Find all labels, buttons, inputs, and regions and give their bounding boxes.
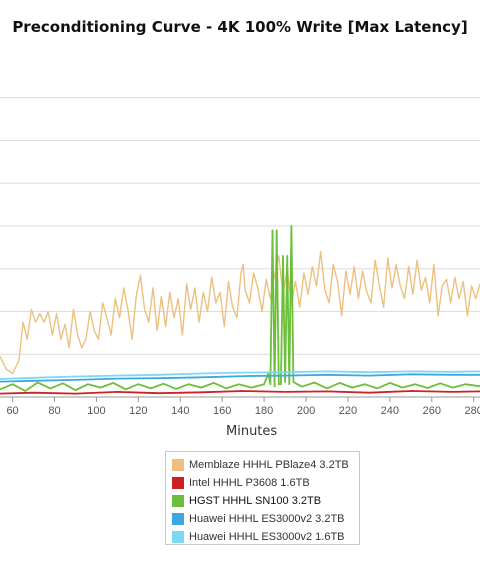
legend-item-2: HGST HHHL SN100 3.2TB: [172, 492, 359, 510]
x-axis-label: Minutes: [226, 424, 278, 439]
legend-label-4: Huawei HHHL ES3000v2 1.6TB: [189, 531, 345, 543]
series-line-0: [0, 250, 480, 375]
legend-item-1: Intel HHHL P3608 1.6TB: [172, 474, 359, 492]
series-line-4: [0, 370, 480, 380]
legend-item-4: Huawei HHHL ES3000v2 1.6TB: [172, 528, 359, 546]
legend-swatch-4: [172, 531, 184, 543]
legend-label-0: Memblaze HHHL PBlaze4 3.2TB: [189, 459, 349, 471]
x-tick-label-180: 180: [255, 405, 273, 417]
x-tick-label-60: 60: [6, 405, 18, 417]
series-line-3: [0, 373, 480, 383]
x-tick-label-260: 260: [423, 405, 441, 417]
x-tick-label-240: 240: [381, 405, 399, 417]
x-tick-label-140: 140: [171, 405, 189, 417]
x-tick-label-220: 220: [339, 405, 357, 417]
grid-lines: [0, 97, 480, 355]
legend-swatch-2: [172, 495, 184, 507]
series-line-2: [0, 225, 480, 392]
legend-swatch-0: [172, 459, 184, 471]
legend-item-0: Memblaze HHHL PBlaze4 3.2TB: [172, 456, 359, 474]
x-tick-label-100: 100: [87, 405, 105, 417]
x-tick-label-80: 80: [48, 405, 60, 417]
legend-label-1: Intel HHHL P3608 1.6TB: [189, 477, 310, 489]
x-tick-label-200: 200: [297, 405, 315, 417]
chart-title: Preconditioning Curve - 4K 100% Write [M…: [12, 18, 468, 36]
x-tick-label-120: 120: [129, 405, 147, 417]
x-tick-label-160: 160: [213, 405, 231, 417]
series-layer: [0, 225, 480, 395]
legend-label-2: HGST HHHL SN100 3.2TB: [189, 495, 322, 507]
legend-swatch-3: [172, 513, 184, 525]
legend-label-3: Huawei HHHL ES3000v2 3.2TB: [189, 513, 345, 525]
x-tick-label-280: 280: [465, 405, 480, 417]
legend-swatch-1: [172, 477, 184, 489]
series-line-1: [0, 390, 480, 395]
line-chart: 60 80 100 120 140 160 180 200 220 240 260 280: [0, 97, 480, 417]
legend-item-3: Huawei HHHL ES3000v2 3.2TB: [172, 510, 359, 528]
legend: Memblaze HHHL PBlaze4 3.2TB Intel HHHL P3…: [165, 451, 360, 545]
x-tick-labels: 60 80 100 120 140 160 180 200 220 240 260 280: [6, 397, 480, 417]
